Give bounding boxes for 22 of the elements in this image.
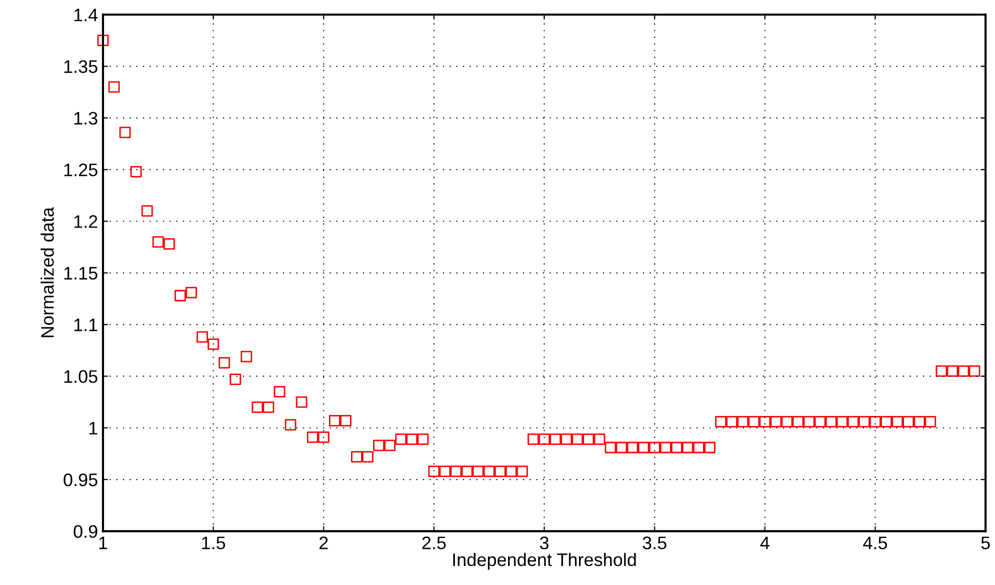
y-tick-label: 1.05 — [64, 370, 98, 383]
y-tick-label: 1.2 — [74, 215, 98, 228]
x-tick-label: 1.5 — [202, 536, 226, 550]
x-tick-label: 1 — [99, 536, 108, 550]
y-tick-label: 1.25 — [64, 164, 98, 176]
y-tick-label: 1.3 — [74, 112, 98, 125]
x-tick-label: 2.5 — [422, 536, 446, 550]
x-tick-label: 5 — [981, 536, 990, 550]
x-tick-label: 3 — [540, 536, 548, 550]
y-tick-label: 1.1 — [74, 318, 98, 332]
x-axis-title: Independent Threshold — [453, 552, 636, 570]
x-tick-label: 3.5 — [642, 536, 666, 550]
y-tick-label: 1.15 — [64, 267, 98, 280]
x-tick-label: 4.5 — [863, 536, 888, 550]
y-axis-title: Normalized data — [40, 207, 54, 338]
x-tick-label: 2 — [320, 536, 328, 550]
y-tick-label: 1.4 — [74, 8, 98, 22]
x-tick-label: 4 — [760, 536, 770, 550]
y-tick-label: 1.35 — [64, 60, 98, 73]
y-tick-label: 0.9 — [74, 525, 98, 538]
y-tick-label: 0.95 — [64, 473, 98, 486]
y-tick-label: 1 — [89, 422, 98, 434]
